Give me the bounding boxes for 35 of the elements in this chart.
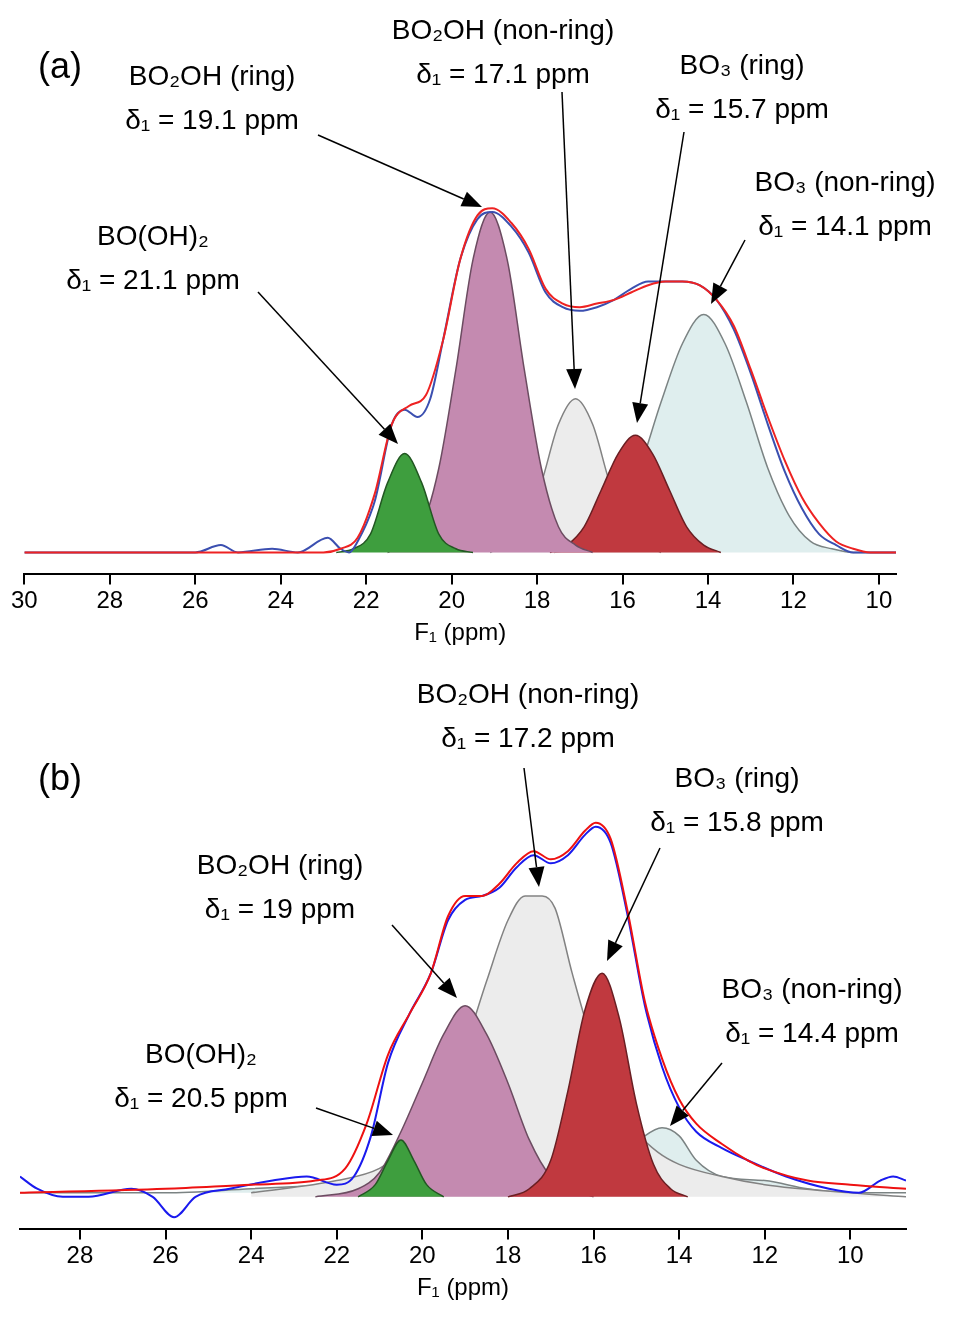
x-tick-label: 18: [494, 1241, 522, 1269]
x-tick-label: 20: [408, 1241, 436, 1269]
text: BO₂OH (ring) δ₁ = 19.1 ppm: [125, 59, 299, 135]
x-tick-label: 20: [438, 586, 465, 614]
x-tick-label: 12: [751, 1241, 779, 1269]
text: BO₃ (ring) δ₁ = 15.7 ppm: [655, 48, 829, 124]
x-axis-title: F₁ (ppm): [416, 1273, 510, 1301]
text: BO₂OH (non-ring) δ₁ = 17.2 ppm: [416, 677, 640, 753]
chart-title: (b): [38, 756, 82, 798]
x-tick-label: 16: [580, 1241, 607, 1269]
x-tick-label: 14: [694, 586, 722, 614]
annotation: BO₂OH (ring) δ₁ = 19 ppm: [196, 848, 364, 924]
x-tick-label: 22: [323, 1241, 351, 1269]
x-tick-label: 22: [352, 586, 380, 614]
x-tick-label: 30: [11, 586, 38, 614]
x-tick-label: 26: [152, 1241, 179, 1269]
x-tick-label: 10: [837, 1241, 864, 1269]
x-tick-label: 26: [181, 586, 209, 614]
x-tick-label: 28: [66, 1241, 94, 1269]
annotation: BO(OH)₂ δ₁ = 20.5 ppm: [114, 1037, 288, 1113]
x-tick-label: 14: [665, 1241, 693, 1269]
x-axis-title: F₁ (ppm): [414, 618, 507, 646]
x-tick-label: 28: [96, 586, 124, 614]
x-tick-label: 24: [267, 586, 295, 614]
chart-title: (a): [38, 44, 82, 86]
x-tick-label: 10: [865, 586, 893, 614]
x-tick-label: 18: [523, 586, 551, 614]
x-tick-label: 24: [237, 1241, 265, 1269]
annotation: BO₃ (non-ring) δ₁ = 14.4 ppm: [721, 972, 903, 1048]
annotation: BO₃ (non-ring) δ₁ = 14.1 ppm: [754, 165, 936, 241]
x-tick-label: 12: [780, 586, 807, 614]
text: BO₂OH (non-ring) δ₁ = 17.1 ppm: [391, 13, 615, 89]
annotation: BO(OH)₂ δ₁ = 21.1 ppm: [66, 219, 240, 295]
annotation: BO₃ (ring) δ₁ = 15.8 ppm: [650, 761, 824, 837]
x-tick-label: 16: [609, 586, 636, 614]
